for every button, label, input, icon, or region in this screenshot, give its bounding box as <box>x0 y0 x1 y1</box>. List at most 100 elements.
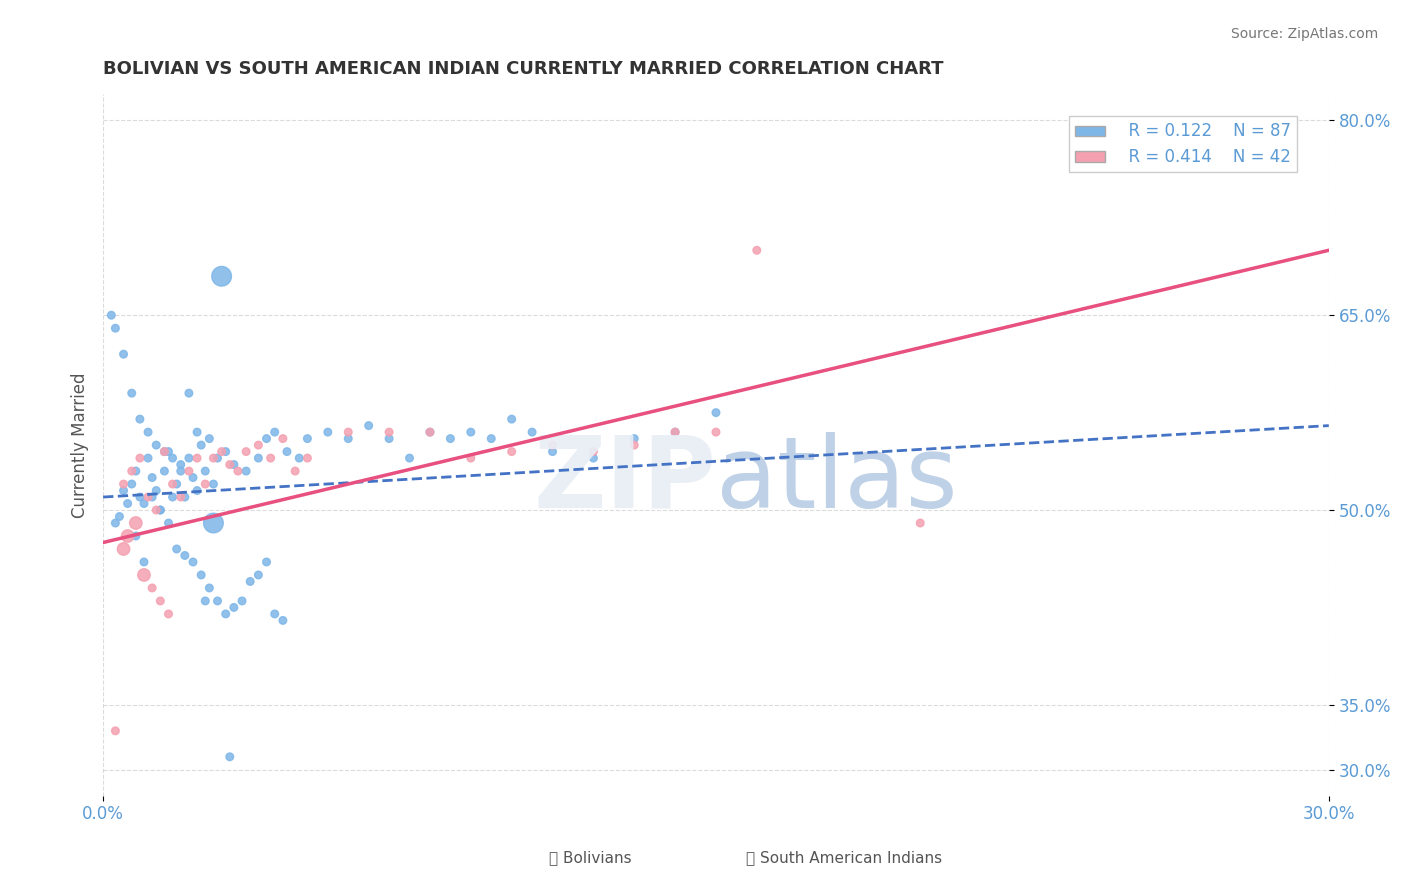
Point <box>297 451 319 466</box>
Point <box>202 477 225 491</box>
Point <box>112 477 135 491</box>
Point <box>141 470 163 484</box>
Point <box>149 503 172 517</box>
Point <box>108 509 131 524</box>
Point <box>664 425 686 439</box>
Point <box>239 574 262 589</box>
Point <box>582 444 605 458</box>
Point <box>215 607 238 621</box>
Point <box>259 451 281 466</box>
Point <box>100 308 122 322</box>
Point <box>129 412 152 426</box>
Point <box>460 425 482 439</box>
Point <box>276 444 298 458</box>
Point <box>211 269 233 284</box>
Point <box>398 451 420 466</box>
Point <box>256 555 278 569</box>
Point <box>357 418 380 433</box>
Point <box>186 451 208 466</box>
Point <box>181 470 204 484</box>
Point <box>207 451 229 466</box>
Point <box>181 555 204 569</box>
Point <box>623 432 645 446</box>
Point <box>121 464 143 478</box>
Point <box>582 451 605 466</box>
Point <box>162 490 184 504</box>
Point <box>222 458 245 472</box>
Point <box>479 432 502 446</box>
Point <box>141 490 163 504</box>
Point <box>108 880 131 892</box>
Point <box>136 425 159 439</box>
Point <box>256 432 278 446</box>
Point <box>112 541 135 556</box>
Point <box>207 594 229 608</box>
Point <box>247 568 270 582</box>
Point <box>162 451 184 466</box>
Point <box>202 451 225 466</box>
Point <box>337 432 360 446</box>
Point <box>215 444 238 458</box>
Point <box>271 614 294 628</box>
Point <box>288 451 311 466</box>
Point <box>419 425 441 439</box>
Point <box>271 432 294 446</box>
Point <box>153 444 176 458</box>
Point <box>121 477 143 491</box>
Point <box>112 347 135 361</box>
Point <box>541 444 564 458</box>
Point <box>112 483 135 498</box>
Point <box>235 464 257 478</box>
Point <box>704 406 727 420</box>
Point <box>231 594 253 608</box>
Text: ⬜ South American Indians: ⬜ South American Indians <box>745 850 942 865</box>
Point <box>501 444 523 458</box>
Y-axis label: Currently Married: Currently Married <box>72 372 89 518</box>
Legend:   R = 0.122    N = 87,   R = 0.414    N = 42: R = 0.122 N = 87, R = 0.414 N = 42 <box>1069 116 1296 172</box>
Point <box>226 464 249 478</box>
Point <box>284 464 307 478</box>
Point <box>149 503 172 517</box>
Point <box>157 444 180 458</box>
Point <box>157 516 180 530</box>
Point <box>170 490 193 504</box>
Point <box>186 483 208 498</box>
Point <box>132 555 155 569</box>
Point <box>173 490 195 504</box>
Point <box>211 444 233 458</box>
Point <box>664 425 686 439</box>
Text: atlas: atlas <box>716 432 957 529</box>
Point <box>190 568 212 582</box>
Point <box>198 432 221 446</box>
Point <box>121 386 143 401</box>
Point <box>263 607 285 621</box>
Text: BOLIVIAN VS SOUTH AMERICAN INDIAN CURRENTLY MARRIED CORRELATION CHART: BOLIVIAN VS SOUTH AMERICAN INDIAN CURREN… <box>103 60 943 78</box>
Point <box>910 516 932 530</box>
Point <box>104 723 127 738</box>
Point <box>170 464 193 478</box>
Point <box>222 600 245 615</box>
Point <box>202 516 225 530</box>
Point <box>218 458 240 472</box>
Text: Source: ZipAtlas.com: Source: ZipAtlas.com <box>1230 27 1378 41</box>
Point <box>623 438 645 452</box>
Point <box>263 425 285 439</box>
Point <box>177 386 200 401</box>
Point <box>194 464 217 478</box>
Point <box>117 497 139 511</box>
Point <box>460 451 482 466</box>
Point <box>129 451 152 466</box>
Point <box>125 529 148 543</box>
Point <box>162 477 184 491</box>
Point <box>337 425 360 439</box>
Point <box>520 425 543 439</box>
Text: ZIP: ZIP <box>533 432 716 529</box>
Point <box>145 503 167 517</box>
Point <box>153 444 176 458</box>
Text: ⬜ Bolivians: ⬜ Bolivians <box>550 850 631 865</box>
Point <box>153 464 176 478</box>
Point <box>186 425 208 439</box>
Point <box>166 541 188 556</box>
Point <box>136 451 159 466</box>
Point <box>149 594 172 608</box>
